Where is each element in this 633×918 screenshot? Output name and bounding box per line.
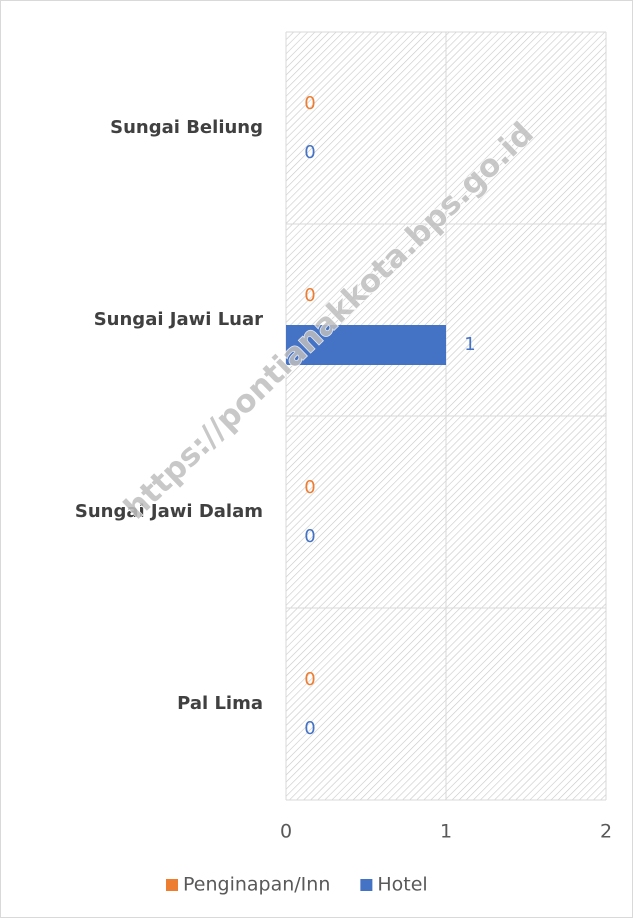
- data-label: 0: [304, 285, 315, 306]
- legend-label: Hotel: [377, 874, 427, 896]
- category-label: Sungai Beliung: [110, 117, 263, 138]
- category-label: Pal Lima: [177, 693, 263, 714]
- category-label: Sungai Jawi Luar: [94, 309, 263, 330]
- data-label: 0: [304, 718, 315, 739]
- legend-label: Penginapan/Inn: [183, 874, 330, 896]
- legend-swatch: [166, 879, 178, 891]
- x-tick-label: 0: [280, 821, 292, 843]
- data-label: 0: [304, 669, 315, 690]
- data-label: 1: [464, 334, 475, 355]
- data-label: 0: [304, 477, 315, 498]
- x-tick-label: 1: [440, 821, 452, 843]
- data-label: 0: [304, 142, 315, 163]
- data-label: 0: [304, 526, 315, 547]
- legend-swatch: [360, 879, 373, 891]
- x-tick-label: 2: [600, 821, 612, 843]
- data-label: 0: [304, 93, 315, 114]
- category-label: Sungai Jawi Dalam: [75, 501, 263, 522]
- bar: [286, 325, 446, 365]
